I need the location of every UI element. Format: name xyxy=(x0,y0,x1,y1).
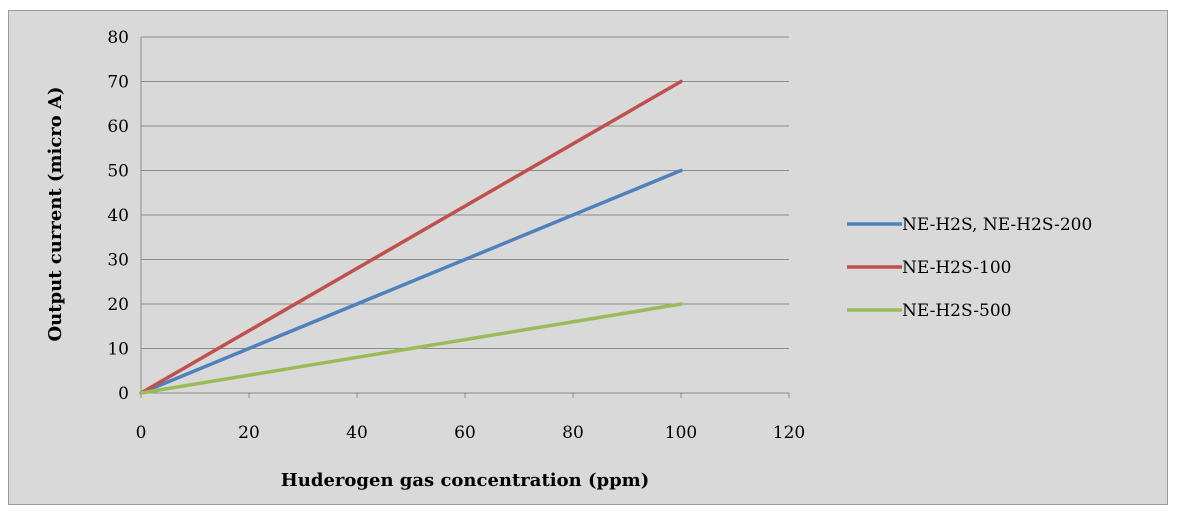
legend-label: NE-H2S-100 xyxy=(902,258,1011,278)
x-tick-label: 100 xyxy=(665,423,697,443)
series-line-1 xyxy=(139,168,683,395)
y-tick-label: 40 xyxy=(107,206,129,226)
gridlines xyxy=(141,36,789,349)
chart-area: 0 10 20 30 40 50 60 70 80 0 20 40 60 80 100 120 Hudero… xyxy=(8,10,1168,505)
y-tick-label: 30 xyxy=(107,251,129,271)
legend-label: NE-H2S, NE-H2S-200 xyxy=(902,215,1092,235)
y-axis-title: Output current (micro A) xyxy=(45,86,66,341)
axes xyxy=(140,37,790,398)
line-chart: 0 10 20 30 40 50 60 70 80 0 20 40 60 80 100 120 Hudero… xyxy=(45,28,1092,491)
y-tick-label: 0 xyxy=(118,384,129,404)
x-axis-title: Huderogen gas concentration (ppm) xyxy=(281,470,649,491)
y-tick-label: 10 xyxy=(107,340,129,360)
y-tick-label: 50 xyxy=(107,162,129,182)
y-tick-label: 80 xyxy=(107,28,129,48)
series-line-2 xyxy=(139,79,683,395)
legend-label: NE-H2S-500 xyxy=(902,301,1011,321)
x-tick-label: 40 xyxy=(346,423,368,443)
x-tick-label: 20 xyxy=(238,423,260,443)
series-line-3 xyxy=(139,302,683,395)
x-tick-label: 120 xyxy=(773,423,805,443)
y-tick-label: 20 xyxy=(107,295,129,315)
y-tick-label: 70 xyxy=(107,73,129,93)
y-tick-label: 60 xyxy=(107,117,129,137)
x-tick-labels: 0 20 40 60 80 100 120 xyxy=(136,423,806,443)
series-lines xyxy=(139,79,683,395)
legend: NE-H2S, NE-H2S-200 NE-H2S-100 NE-H2S-500 xyxy=(847,215,1092,321)
x-tick-label: 0 xyxy=(136,423,147,443)
y-tick-labels: 0 10 20 30 40 50 60 70 80 xyxy=(107,28,129,404)
x-tick-label: 80 xyxy=(562,423,584,443)
x-tick-label: 60 xyxy=(454,423,476,443)
